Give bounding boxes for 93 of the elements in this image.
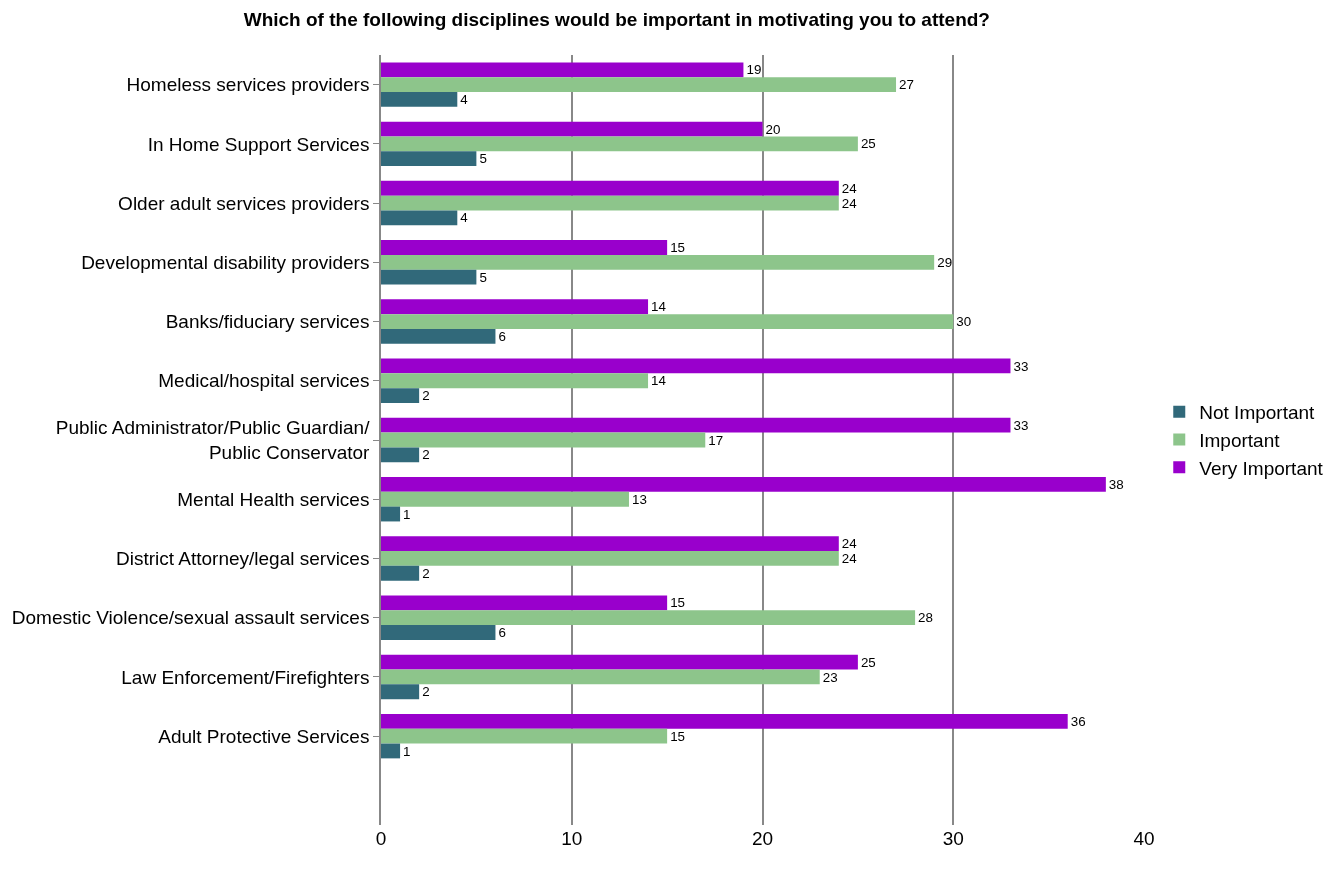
bar bbox=[381, 299, 649, 315]
data-label: 29 bbox=[937, 254, 953, 270]
bar bbox=[381, 565, 420, 581]
legend-label: Very Important bbox=[1199, 457, 1324, 479]
bar bbox=[381, 447, 420, 463]
bar bbox=[381, 595, 668, 611]
data-label: 24 bbox=[841, 536, 858, 552]
data-label: 24 bbox=[841, 180, 858, 196]
data-label: 14 bbox=[651, 373, 667, 389]
data-label: 1 bbox=[403, 743, 411, 759]
y-tick-label: Mental Health services bbox=[177, 488, 370, 510]
data-label: 38 bbox=[1108, 477, 1124, 493]
y-tick-label: Banks/fiduciary services bbox=[165, 311, 370, 333]
data-label: 30 bbox=[956, 314, 972, 330]
data-label: 15 bbox=[670, 240, 686, 256]
bar bbox=[381, 669, 820, 685]
data-label: 25 bbox=[860, 654, 876, 670]
data-label: 15 bbox=[670, 728, 686, 744]
y-tick-label: Public Administrator/Public Guardian/Public Conservator bbox=[55, 417, 371, 463]
bar bbox=[381, 713, 1068, 729]
data-label: 24 bbox=[841, 551, 858, 567]
y-tick-label: Law Enforcement/Firefighters bbox=[121, 666, 370, 688]
bar bbox=[381, 491, 629, 507]
data-label: 23 bbox=[822, 669, 838, 685]
bar bbox=[381, 506, 401, 522]
data-label: 25 bbox=[860, 136, 876, 152]
bar bbox=[381, 388, 420, 403]
y-tick-label: In Home Support Services bbox=[147, 133, 370, 155]
data-label: 6 bbox=[498, 625, 506, 641]
chart-title: Which of the following disciplines would be important in motivating you to attend? bbox=[243, 9, 990, 31]
bar bbox=[381, 136, 858, 152]
bar bbox=[381, 625, 496, 640]
bar bbox=[381, 121, 763, 137]
x-tick-label: 10 bbox=[561, 828, 583, 849]
bar bbox=[381, 62, 744, 78]
data-label: 1 bbox=[403, 506, 411, 522]
bar bbox=[381, 77, 897, 93]
bar bbox=[381, 240, 668, 255]
data-label: 14 bbox=[651, 299, 667, 315]
data-label: 5 bbox=[479, 151, 487, 167]
data-label: 33 bbox=[1013, 358, 1029, 374]
data-label: 15 bbox=[670, 595, 686, 611]
bar bbox=[381, 417, 1011, 433]
y-tick-label: District Attorney/legal services bbox=[116, 548, 370, 570]
y-tick-label: Developmental disability providers bbox=[81, 251, 370, 273]
data-label: 2 bbox=[422, 684, 430, 700]
bar bbox=[381, 743, 401, 759]
bar bbox=[381, 269, 477, 285]
bar bbox=[381, 654, 858, 670]
y-tick-label: Older adult services providers bbox=[118, 192, 370, 214]
data-label: 2 bbox=[422, 388, 430, 404]
data-label: 2 bbox=[422, 565, 430, 581]
data-label: 4 bbox=[460, 92, 469, 108]
bar bbox=[381, 358, 1011, 374]
bar bbox=[381, 92, 458, 107]
bar bbox=[381, 195, 839, 211]
y-tick-label: Adult Protective Services bbox=[158, 725, 370, 747]
bar bbox=[381, 151, 477, 167]
data-label: 20 bbox=[765, 121, 781, 137]
legend-label: Not Important bbox=[1199, 402, 1316, 424]
bar bbox=[381, 328, 496, 344]
bar bbox=[381, 373, 649, 389]
bar bbox=[381, 551, 839, 566]
bar bbox=[381, 180, 839, 196]
legend-label: Important bbox=[1199, 429, 1281, 451]
bar bbox=[381, 728, 668, 744]
data-label: 28 bbox=[918, 610, 933, 626]
x-tick-label: 40 bbox=[1133, 828, 1155, 849]
bar bbox=[381, 432, 706, 448]
data-label: 5 bbox=[479, 269, 487, 285]
x-tick-label: 30 bbox=[942, 828, 964, 849]
data-label: 17 bbox=[708, 432, 724, 448]
y-tick-label: Medical/hospital services bbox=[158, 370, 370, 392]
y-tick-label: Domestic Violence/sexual assault services bbox=[11, 607, 370, 629]
bar bbox=[381, 610, 916, 626]
data-label: 13 bbox=[631, 491, 647, 507]
bar bbox=[381, 684, 420, 700]
data-label: 6 bbox=[498, 328, 506, 344]
data-label: 19 bbox=[746, 62, 762, 78]
data-label: 4 bbox=[460, 210, 469, 226]
x-tick-label: 20 bbox=[751, 828, 774, 849]
y-tick-label: Homeless services providers bbox=[126, 74, 370, 96]
bar bbox=[381, 210, 458, 226]
data-label: 2 bbox=[422, 447, 430, 463]
data-label: 27 bbox=[899, 77, 914, 93]
data-label: 36 bbox=[1070, 713, 1086, 729]
bar bbox=[381, 536, 839, 552]
data-label: 24 bbox=[841, 195, 858, 211]
bar bbox=[381, 477, 1106, 492]
data-label: 33 bbox=[1013, 417, 1029, 433]
bar bbox=[381, 254, 935, 270]
x-tick-label: 0 bbox=[375, 828, 387, 849]
bar bbox=[381, 314, 954, 329]
